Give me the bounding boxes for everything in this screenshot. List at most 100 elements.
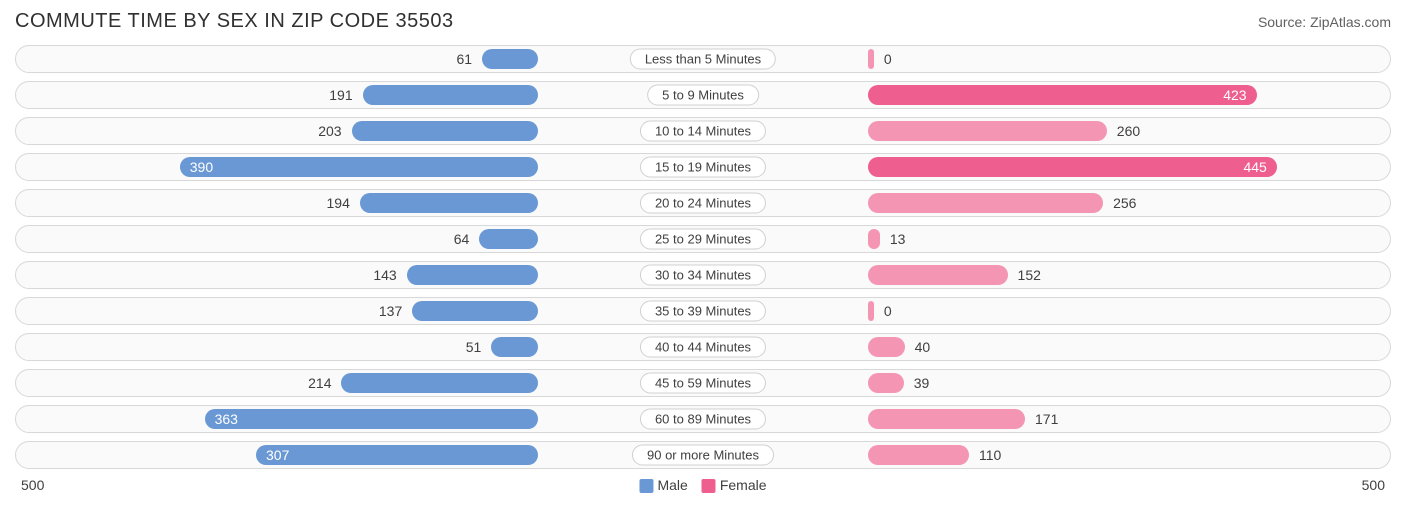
male-value: 137 [369,303,412,319]
female-value: 0 [874,303,902,319]
male-bar [407,265,538,285]
female-bar: 445 [868,157,1277,177]
male-bar [352,121,539,141]
female-half: 423 [703,82,1390,108]
male-bar: 307 [256,445,538,465]
female-bar: 423 [868,85,1257,105]
male-bar: 363 [205,409,539,429]
axis-max-right: 500 [703,477,1391,493]
female-value: 256 [1103,195,1146,211]
axis-max-left: 500 [15,477,703,493]
female-swatch-icon [702,479,716,493]
chart-row: 137 0 35 to 39 Minutes [15,297,1391,325]
male-value: 307 [256,447,299,463]
male-bar [363,85,539,105]
male-value: 194 [317,195,360,211]
legend-female-label: Female [720,477,767,493]
female-bar [868,193,1103,213]
legend-item-male: Male [639,477,687,493]
category-label: 90 or more Minutes [632,445,774,466]
female-half: 256 [703,190,1390,216]
male-value: 363 [205,411,248,427]
category-label: 10 to 14 Minutes [640,121,766,142]
legend: Male Female [639,477,766,493]
diverging-bar-chart: 610Less than 5 Minutes1914235 to 9 Minut… [15,45,1391,469]
male-bar [341,373,538,393]
chart-row: 64 13 25 to 29 Minutes [15,225,1391,253]
category-label: 40 to 44 Minutes [640,337,766,358]
female-value: 260 [1107,123,1150,139]
male-bar [412,301,538,321]
chart-row: 390 445 15 to 19 Minutes [15,153,1391,181]
female-half: 152 [703,262,1390,288]
male-value: 143 [363,267,406,283]
male-half: 61 [16,46,703,72]
female-half: 0 [703,46,1390,72]
male-value: 203 [308,123,351,139]
male-value: 51 [456,339,492,355]
female-value: 13 [880,231,916,247]
female-half: 260 [703,118,1390,144]
legend-item-female: Female [702,477,767,493]
chart-row: 214 39 45 to 59 Minutes [15,369,1391,397]
chart-row: 363 171 60 to 89 Minutes [15,405,1391,433]
male-bar [482,49,538,69]
category-label: 60 to 89 Minutes [640,409,766,430]
female-half: 39 [703,370,1390,396]
male-half: 143 [16,262,703,288]
male-value: 64 [444,231,480,247]
male-bar [479,229,538,249]
female-bar [868,409,1025,429]
category-label: 15 to 19 Minutes [640,157,766,178]
female-value: 445 [1233,159,1276,175]
male-value: 390 [180,159,223,175]
chart-row: 143 152 30 to 34 Minutes [15,261,1391,289]
female-value: 39 [904,375,940,391]
female-value: 152 [1008,267,1051,283]
chart-row: 194 256 20 to 24 Minutes [15,189,1391,217]
female-bar [868,337,905,357]
category-label: Less than 5 Minutes [630,49,776,70]
female-bar [868,229,880,249]
female-bar [868,121,1107,141]
male-half: 363 [16,406,703,432]
female-bar [868,373,904,393]
male-half: 137 [16,298,703,324]
female-half: 171 [703,406,1390,432]
female-value: 171 [1025,411,1068,427]
header: COMMUTE TIME BY SEX IN ZIP CODE 35503 So… [15,10,1391,33]
female-half: 110 [703,442,1390,468]
female-bar [868,265,1008,285]
male-value: 61 [447,51,483,67]
female-value: 40 [905,339,941,355]
male-half: 51 [16,334,703,360]
category-label: 20 to 24 Minutes [640,193,766,214]
chart-row: 191 423 5 to 9 Minutes [15,81,1391,109]
female-half: 0 [703,298,1390,324]
female-bar [868,445,969,465]
female-half: 13 [703,226,1390,252]
chart-title: COMMUTE TIME BY SEX IN ZIP CODE 35503 [15,10,454,33]
category-label: 45 to 59 Minutes [640,373,766,394]
category-label: 35 to 39 Minutes [640,301,766,322]
category-label: 30 to 34 Minutes [640,265,766,286]
male-half: 194 [16,190,703,216]
male-bar [491,337,538,357]
category-label: 5 to 9 Minutes [647,85,759,106]
female-half: 40 [703,334,1390,360]
male-half: 307 [16,442,703,468]
male-half: 203 [16,118,703,144]
legend-male-label: Male [657,477,687,493]
source-attribution: Source: ZipAtlas.com [1258,14,1391,30]
female-half: 445 [703,154,1390,180]
male-half: 191 [16,82,703,108]
category-label: 25 to 29 Minutes [640,229,766,250]
chart-row: 203 260 10 to 14 Minutes [15,117,1391,145]
chart-row: 307 11090 or more Minutes [15,441,1391,469]
chart-row: 51 40 40 to 44 Minutes [15,333,1391,361]
male-half: 64 [16,226,703,252]
male-value: 191 [319,87,362,103]
male-swatch-icon [639,479,653,493]
male-value: 214 [298,375,341,391]
male-half: 390 [16,154,703,180]
